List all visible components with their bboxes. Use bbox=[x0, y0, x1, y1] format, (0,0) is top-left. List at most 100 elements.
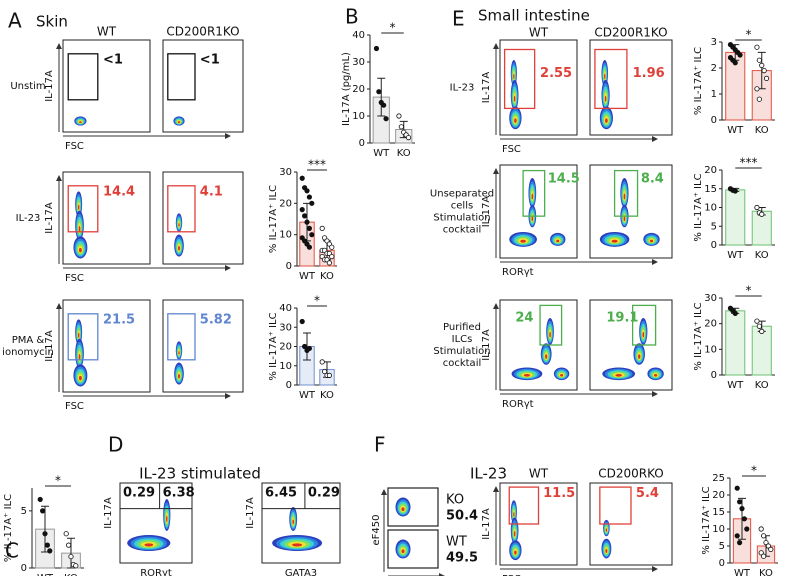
density bbox=[292, 519, 294, 525]
plot-frame bbox=[589, 299, 673, 391]
x-tick-label: KO bbox=[320, 271, 334, 282]
plot-frame bbox=[162, 299, 244, 393]
row-label: cells bbox=[451, 201, 473, 212]
group-name: WT bbox=[446, 535, 467, 550]
gate bbox=[167, 185, 196, 233]
data-point bbox=[301, 213, 308, 219]
density bbox=[79, 375, 82, 381]
y-tick-label: 0 bbox=[711, 370, 717, 381]
y-tick-label: 40 bbox=[352, 30, 365, 41]
bar bbox=[725, 189, 746, 246]
plot-frame bbox=[589, 482, 673, 566]
x-tick-label: KO bbox=[64, 573, 78, 576]
data-point bbox=[66, 542, 72, 548]
x-axis-label: RORγt bbox=[502, 267, 534, 278]
data-point bbox=[744, 526, 750, 532]
column-header: WT bbox=[97, 25, 117, 39]
x-axis-label: FSC bbox=[502, 574, 521, 576]
data-point bbox=[321, 368, 328, 375]
data-point bbox=[68, 553, 74, 560]
gate bbox=[387, 487, 439, 527]
y-tick-label: 10 bbox=[279, 230, 292, 241]
gate bbox=[67, 53, 99, 101]
y-axis-label: % IL-17A⁺ ILC bbox=[268, 312, 279, 380]
data-point bbox=[373, 45, 380, 52]
data-point bbox=[44, 542, 51, 548]
y-axis-label: % IL-17A⁺ ILC bbox=[693, 302, 704, 370]
data-point bbox=[319, 225, 325, 231]
x-tick-label: KO bbox=[755, 380, 769, 391]
significance: * bbox=[751, 464, 757, 478]
bar bbox=[725, 310, 746, 376]
density bbox=[513, 531, 516, 537]
density bbox=[604, 95, 607, 102]
y-tick-label: 20 bbox=[712, 490, 725, 501]
data-point bbox=[299, 175, 305, 181]
x-tick-label: WT bbox=[727, 250, 744, 261]
gate bbox=[503, 48, 536, 110]
data-point bbox=[309, 232, 315, 238]
plot-frame bbox=[589, 164, 673, 259]
column-header: CD200RKO bbox=[598, 467, 664, 481]
x-tick-label: WT bbox=[727, 380, 744, 391]
gate-value: 19.1 bbox=[606, 311, 638, 326]
density bbox=[292, 543, 303, 547]
error-bar bbox=[67, 537, 75, 569]
x-tick-label: WT bbox=[727, 125, 744, 136]
significance: * bbox=[314, 294, 320, 308]
data-point bbox=[758, 526, 764, 532]
data-point bbox=[760, 533, 767, 539]
data-point bbox=[736, 539, 743, 546]
y-axis-label: IL-17A bbox=[481, 329, 492, 361]
y-tick-label: 10 bbox=[352, 111, 365, 122]
data-point bbox=[299, 318, 305, 325]
y-tick-label: 10 bbox=[279, 361, 292, 372]
data-point bbox=[756, 57, 762, 63]
x-tick-label: KO bbox=[755, 125, 769, 136]
gate bbox=[631, 304, 657, 346]
plot-frame bbox=[62, 299, 151, 393]
y-tick-label: 15 bbox=[704, 184, 717, 195]
significance: *** bbox=[740, 156, 758, 170]
data-point bbox=[754, 86, 760, 92]
data-point bbox=[405, 135, 412, 141]
panel-title: Skin bbox=[36, 13, 68, 31]
data-point bbox=[381, 102, 387, 108]
data-point bbox=[732, 188, 738, 194]
data-point bbox=[306, 225, 312, 231]
row-label: cocktail bbox=[443, 358, 482, 369]
y-tick-label: 20 bbox=[704, 165, 717, 176]
gate-value: 11.5 bbox=[543, 486, 575, 501]
panel-letter: C bbox=[5, 539, 19, 563]
significance: * bbox=[746, 284, 752, 298]
gate-value: <1 bbox=[200, 53, 220, 68]
data-point bbox=[756, 323, 762, 329]
group-value: 50.4 bbox=[446, 509, 478, 524]
column-header: WT bbox=[529, 467, 549, 481]
y-tick-label: 0 bbox=[359, 138, 365, 149]
data-point bbox=[396, 113, 402, 119]
density bbox=[615, 374, 622, 377]
gate-value: 4.1 bbox=[200, 185, 223, 200]
density bbox=[166, 515, 168, 523]
plot-frame bbox=[261, 482, 341, 564]
data-point bbox=[326, 372, 332, 378]
data-point bbox=[326, 260, 332, 266]
data-point bbox=[299, 207, 305, 213]
x-tick-label: KO bbox=[755, 250, 769, 261]
data-point bbox=[47, 548, 53, 554]
data-point bbox=[42, 531, 48, 537]
y-tick-label: 5 bbox=[21, 506, 27, 517]
plot-frame bbox=[162, 39, 244, 133]
panel-letter: F bbox=[374, 433, 386, 457]
data-point bbox=[732, 310, 738, 316]
data-point bbox=[760, 553, 767, 559]
data-point bbox=[759, 62, 765, 69]
data-point bbox=[734, 485, 740, 491]
density bbox=[79, 247, 82, 253]
row-label: Purified bbox=[443, 322, 481, 333]
significance: * bbox=[55, 474, 61, 488]
x-axis-label: GATA3 bbox=[285, 568, 317, 576]
y-tick-label: 10 bbox=[704, 344, 717, 355]
data-point bbox=[306, 244, 312, 250]
